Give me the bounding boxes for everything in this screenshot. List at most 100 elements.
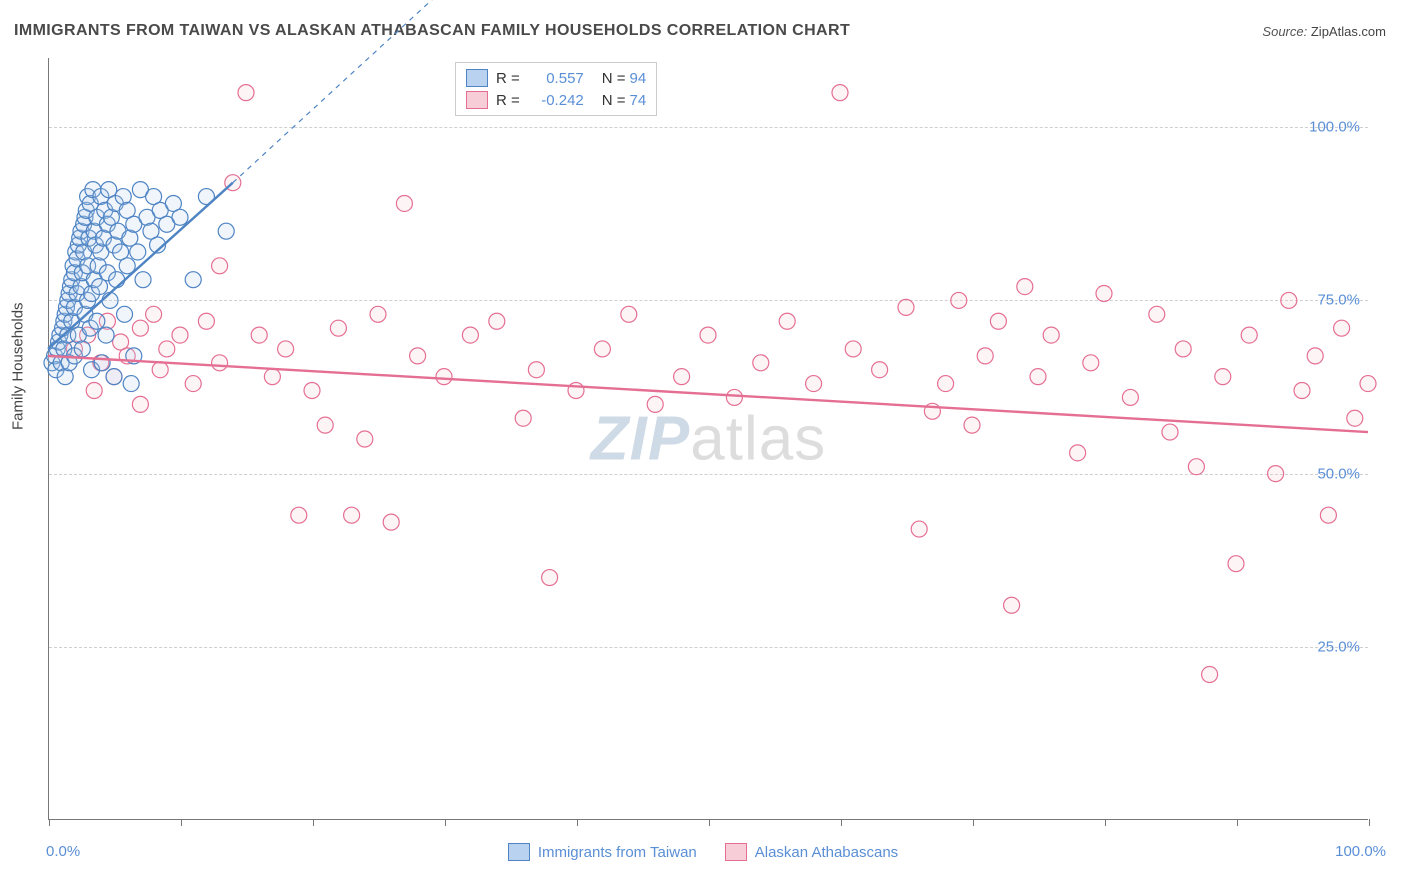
legend-swatch [725, 843, 747, 861]
legend-series-label: Alaskan Athabascans [755, 844, 898, 861]
scatter-point [1070, 445, 1086, 461]
scatter-point [159, 341, 175, 357]
legend-n-value: 74 [630, 92, 647, 109]
scatter-point [1360, 376, 1376, 392]
scatter-point [264, 369, 280, 385]
x-tick [181, 819, 182, 826]
legend-r-value: 0.557 [524, 70, 584, 87]
source-attribution: Source: ZipAtlas.com [1262, 24, 1386, 39]
legend-correlation: R =0.557 N =94 R =-0.242 N =74 [455, 62, 657, 116]
x-tick [709, 819, 710, 826]
scatter-point [990, 313, 1006, 329]
scatter-point [832, 85, 848, 101]
scatter-point [911, 521, 927, 537]
x-tick [1369, 819, 1370, 826]
scatter-point [370, 306, 386, 322]
scatter-point [98, 327, 114, 343]
x-tick-label-100: 100.0% [1335, 843, 1386, 860]
scatter-point [212, 258, 228, 274]
x-tick [1105, 819, 1106, 826]
scatter-point [1334, 320, 1350, 336]
scatter-point [410, 348, 426, 364]
scatter-point [1294, 383, 1310, 399]
scatter-point [462, 327, 478, 343]
scatter-point [383, 514, 399, 530]
source-site: ZipAtlas.com [1311, 24, 1386, 39]
x-tick [1237, 819, 1238, 826]
scatter-point [753, 355, 769, 371]
scatter-point [700, 327, 716, 343]
scatter-point [674, 369, 690, 385]
scatter-point [647, 396, 663, 412]
scatter-point [1030, 369, 1046, 385]
scatter-point [806, 376, 822, 392]
scatter-point [1162, 424, 1178, 440]
scatter-point [278, 341, 294, 357]
scatter-point [89, 313, 105, 329]
scatter-point [1228, 556, 1244, 572]
legend-r-value: -0.242 [524, 92, 584, 109]
scatter-point [117, 306, 133, 322]
scatter-point [109, 272, 125, 288]
scatter-point [106, 369, 122, 385]
scatter-point [357, 431, 373, 447]
scatter-point [304, 383, 320, 399]
scatter-point [1188, 459, 1204, 475]
x-tick [49, 819, 50, 826]
x-tick [313, 819, 314, 826]
scatter-point [130, 244, 146, 260]
scatter-point [964, 417, 980, 433]
legend-n-label: N = [602, 92, 626, 109]
scatter-point [436, 369, 452, 385]
y-axis-label: Family Households [10, 302, 27, 430]
scatter-point [1043, 327, 1059, 343]
legend-r-label: R = [496, 92, 520, 109]
scatter-point [528, 362, 544, 378]
scatter-point [185, 376, 201, 392]
scatter-point [146, 306, 162, 322]
legend-series-label: Immigrants from Taiwan [538, 844, 697, 861]
scatter-point [1083, 355, 1099, 371]
scatter-point [152, 362, 168, 378]
x-tick [841, 819, 842, 826]
chart-title: IMMIGRANTS FROM TAIWAN VS ALASKAN ATHABA… [14, 22, 850, 40]
scatter-point [251, 327, 267, 343]
scatter-point [489, 313, 505, 329]
scatter-point [123, 376, 139, 392]
scatter-point [594, 341, 610, 357]
legend-swatch [508, 843, 530, 861]
scatter-point [872, 362, 888, 378]
scatter-point [977, 348, 993, 364]
plot-svg [48, 58, 1368, 820]
scatter-point [726, 389, 742, 405]
scatter-point [317, 417, 333, 433]
scatter-point [1004, 597, 1020, 613]
scatter-point [344, 507, 360, 523]
scatter-point [1281, 292, 1297, 308]
x-tick [445, 819, 446, 826]
scatter-point [238, 85, 254, 101]
scatter-point [291, 507, 307, 523]
legend-series: Immigrants from Taiwan Alaskan Athabascan… [0, 843, 1406, 865]
scatter-point [898, 299, 914, 315]
legend-correlation-row: R =-0.242 N =74 [466, 89, 646, 111]
chart-container: IMMIGRANTS FROM TAIWAN VS ALASKAN ATHABA… [0, 0, 1406, 892]
x-tick-label-0: 0.0% [46, 843, 80, 860]
scatter-point [1241, 327, 1257, 343]
scatter-point [132, 396, 148, 412]
x-tick [577, 819, 578, 826]
scatter-point [1175, 341, 1191, 357]
scatter-point [198, 313, 214, 329]
scatter-point [212, 355, 228, 371]
scatter-point [845, 341, 861, 357]
trend-line [48, 356, 1368, 432]
legend-n-value: 94 [630, 70, 647, 87]
scatter-point [1320, 507, 1336, 523]
x-tick [973, 819, 974, 826]
scatter-point [621, 306, 637, 322]
scatter-point [1307, 348, 1323, 364]
scatter-point [515, 410, 531, 426]
scatter-point [172, 209, 188, 225]
scatter-point [938, 376, 954, 392]
scatter-point [218, 223, 234, 239]
